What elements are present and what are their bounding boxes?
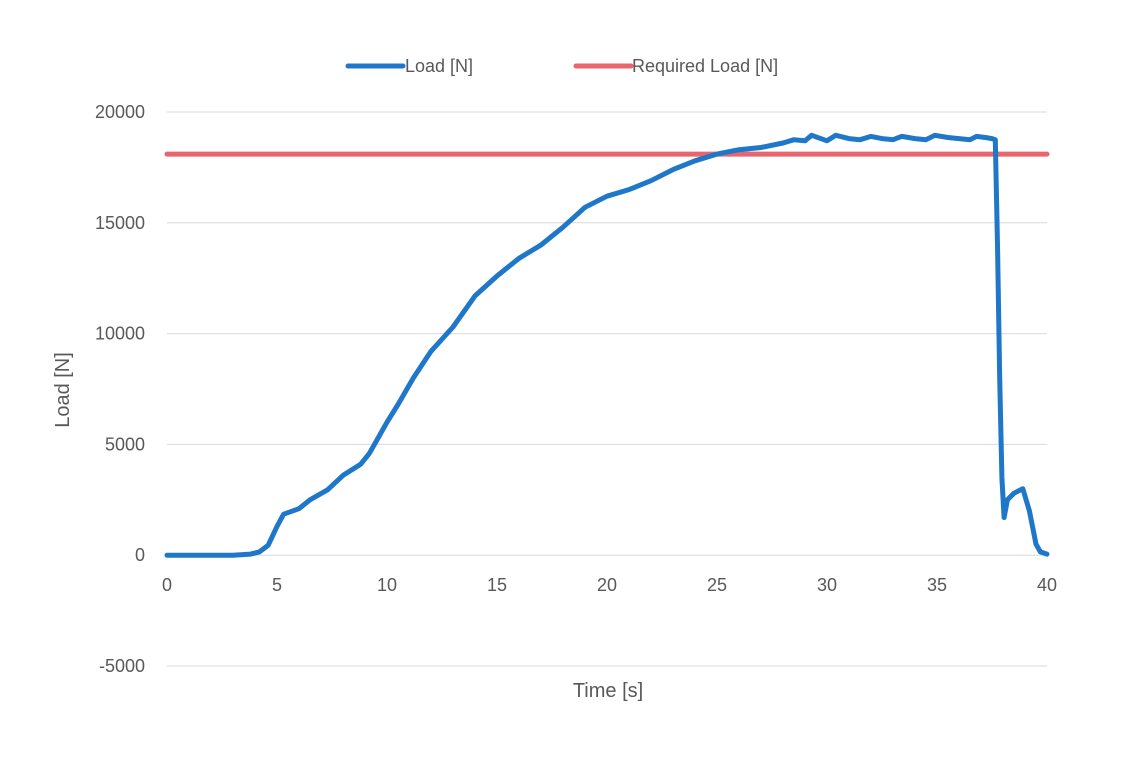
y-tick-label: 5000: [105, 434, 145, 454]
legend-item-required-load: Required Load [N]: [573, 56, 778, 76]
y-tick-label: 20000: [95, 102, 145, 122]
legend: Load [N] Required Load [N]: [345, 56, 778, 76]
y-tick-label: 0: [135, 545, 145, 565]
x-axis-title: Time [s]: [573, 680, 643, 702]
x-tick-labels: 0 5 10 15 20 25 30 35 40: [162, 575, 1057, 595]
legend-label: Required Load [N]: [632, 56, 778, 76]
x-tick-label: 15: [487, 575, 507, 595]
x-tick-label: 0: [162, 575, 172, 595]
y-tick-label: 10000: [95, 324, 145, 344]
y-tick-labels: -5000 0 5000 10000 15000 20000: [95, 102, 145, 676]
y-tick-label: 15000: [95, 213, 145, 233]
x-tick-label: 20: [597, 575, 617, 595]
x-tick-label: 25: [707, 575, 727, 595]
x-tick-label: 30: [817, 575, 837, 595]
x-tick-label: 35: [927, 575, 947, 595]
y-tick-label: -5000: [99, 656, 145, 676]
series-line-load: [164, 132, 1050, 558]
legend-item-load: Load [N]: [345, 56, 473, 76]
series-lines: [164, 132, 1050, 558]
x-tick-label: 40: [1037, 575, 1057, 595]
x-tick-label: 5: [272, 575, 282, 595]
legend-label: Load [N]: [405, 56, 473, 76]
gridlines: [167, 111, 1047, 667]
y-axis-title: Load [N]: [52, 352, 74, 428]
x-tick-label: 10: [377, 575, 397, 595]
